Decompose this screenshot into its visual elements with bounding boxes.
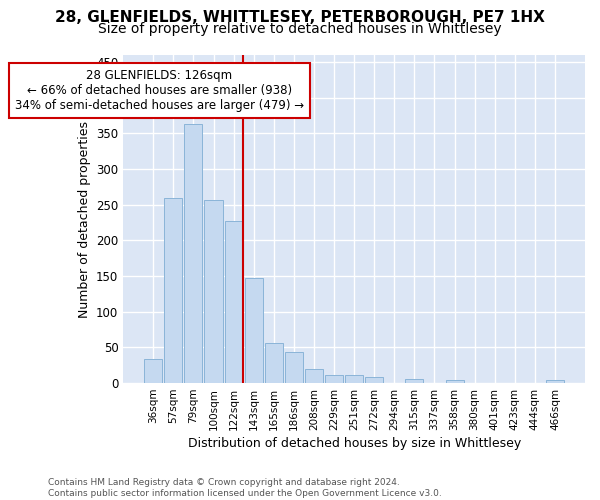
Bar (224, 221, 242, 383)
Bar (446, 380, 464, 383)
Bar (305, 369, 323, 383)
Y-axis label: Number of detached properties: Number of detached properties (77, 120, 91, 318)
Bar (245, 278, 263, 383)
Bar (365, 378, 383, 383)
Bar (184, 124, 202, 383)
Bar (265, 343, 283, 383)
Bar (406, 379, 424, 383)
Bar (325, 375, 343, 383)
Text: Contains HM Land Registry data © Crown copyright and database right 2024.
Contai: Contains HM Land Registry data © Crown c… (48, 478, 442, 498)
Text: 28, GLENFIELDS, WHITTLESEY, PETERBOROUGH, PE7 1HX: 28, GLENFIELDS, WHITTLESEY, PETERBOROUGH… (55, 10, 545, 25)
Bar (164, 198, 182, 383)
Bar (144, 359, 163, 383)
X-axis label: Distribution of detached houses by size in Whittlesey: Distribution of detached houses by size … (188, 437, 521, 450)
Text: Size of property relative to detached houses in Whittlesey: Size of property relative to detached ho… (98, 22, 502, 36)
Bar (285, 352, 303, 383)
Bar (546, 380, 564, 383)
Bar (205, 200, 223, 383)
Text: 28 GLENFIELDS: 126sqm
← 66% of detached houses are smaller (938)
34% of semi-det: 28 GLENFIELDS: 126sqm ← 66% of detached … (15, 70, 304, 112)
Bar (345, 375, 363, 383)
